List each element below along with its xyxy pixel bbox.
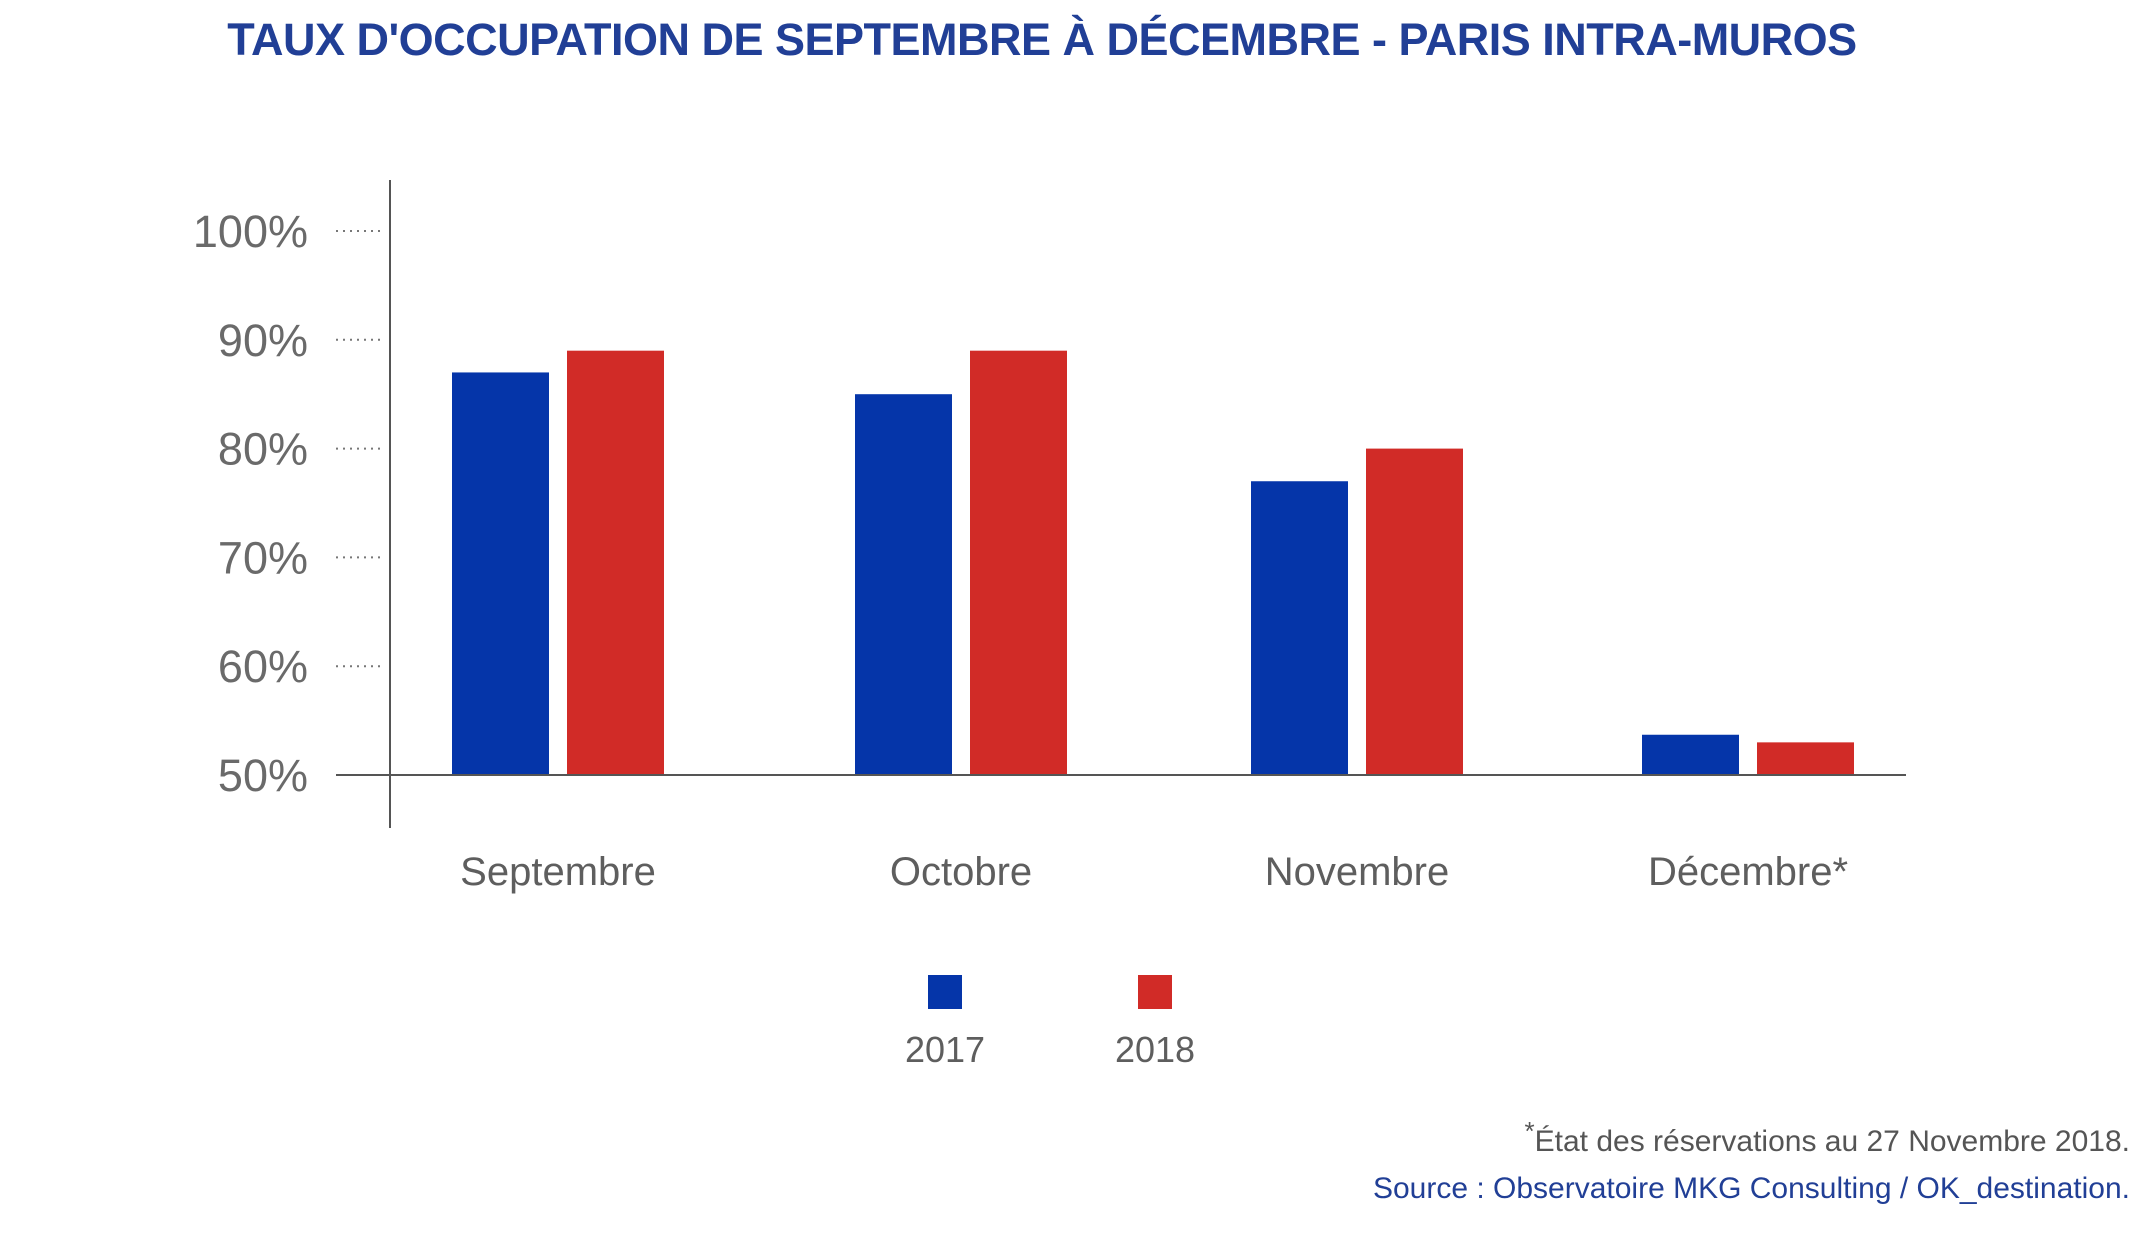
y-tick-label: 90% [218, 315, 308, 366]
source-note: Source : Observatoire MKG Consulting / O… [1372, 1172, 2130, 1205]
y-tick-label: 50% [218, 750, 308, 801]
y-tick-label: 70% [218, 532, 308, 583]
legend-item-2018: 2018 [1075, 975, 1235, 1071]
y-tick-label: 80% [218, 424, 308, 475]
bar-2017-2 [1251, 481, 1348, 775]
footnote-text: État des réservations au 27 Novembre 201… [1534, 1125, 2130, 1158]
legend-swatch-2018 [1138, 975, 1172, 1009]
bars [452, 350, 1854, 775]
footnote: *État des réservations au 27 Novembre 20… [1525, 1116, 2130, 1159]
bar-2017-3 [1642, 734, 1739, 775]
bar-2018-0 [567, 350, 664, 775]
bar-2018-2 [1366, 448, 1463, 775]
chart-title: TAUX D'OCCUPATION DE SEPTEMBRE À DÉCEMBR… [227, 14, 1857, 65]
y-tick-label: 100% [193, 206, 308, 257]
bar-2018-3 [1757, 742, 1854, 775]
bar-2017-1 [855, 394, 952, 775]
x-category-label: Décembre* [1648, 850, 1848, 894]
x-axis-labels: Septembre Octobre Novembre Décembre* [460, 850, 1848, 894]
bar-2018-1 [970, 350, 1067, 775]
legend-swatch-2017 [928, 975, 962, 1009]
legend-item-2017: 2017 [865, 975, 1025, 1071]
x-category-label: Novembre [1265, 850, 1450, 894]
legend-label-2018: 2018 [1114, 1029, 1196, 1070]
legend-label-2017: 2017 [904, 1029, 986, 1070]
y-axis-ticks: 100% 90% 80% 70% 60% 50% [193, 206, 384, 801]
footnote-marker: * [1524, 1116, 1535, 1146]
x-category-label: Septembre [460, 850, 656, 894]
bar-2017-0 [452, 372, 549, 775]
x-category-label: Octobre [890, 850, 1032, 894]
y-tick-label: 60% [218, 641, 308, 692]
